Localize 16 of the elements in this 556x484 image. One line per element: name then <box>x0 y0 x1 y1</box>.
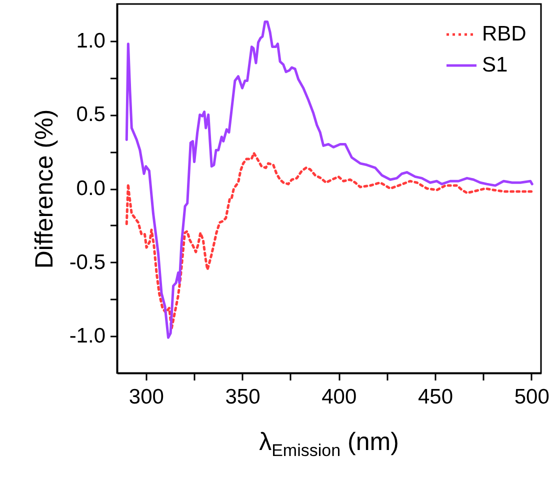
y-tick-label: -0.5 <box>69 250 106 274</box>
line-series <box>125 152 534 330</box>
y-axis-title: Difference (%) <box>30 109 58 269</box>
x-axis-title: λ$_{Emission}$ (nm) <box>258 428 400 461</box>
y-tick-label: -1.0 <box>69 324 106 348</box>
x-tick-label: 500 <box>514 386 550 408</box>
y-tick-label: 0.0 <box>76 177 106 200</box>
x-tick-label: 300 <box>128 386 164 408</box>
x-tick-label: 400 <box>322 386 357 408</box>
x-tick-label: 350 <box>225 386 260 408</box>
y-tick-label: 1.0 <box>76 29 106 52</box>
legend-label: RBD <box>482 22 526 46</box>
legend-label: S1 <box>482 54 508 76</box>
line-series <box>125 20 534 339</box>
y-tick-label: 0.5 <box>76 103 106 126</box>
x-tick-label: 450 <box>418 386 454 408</box>
